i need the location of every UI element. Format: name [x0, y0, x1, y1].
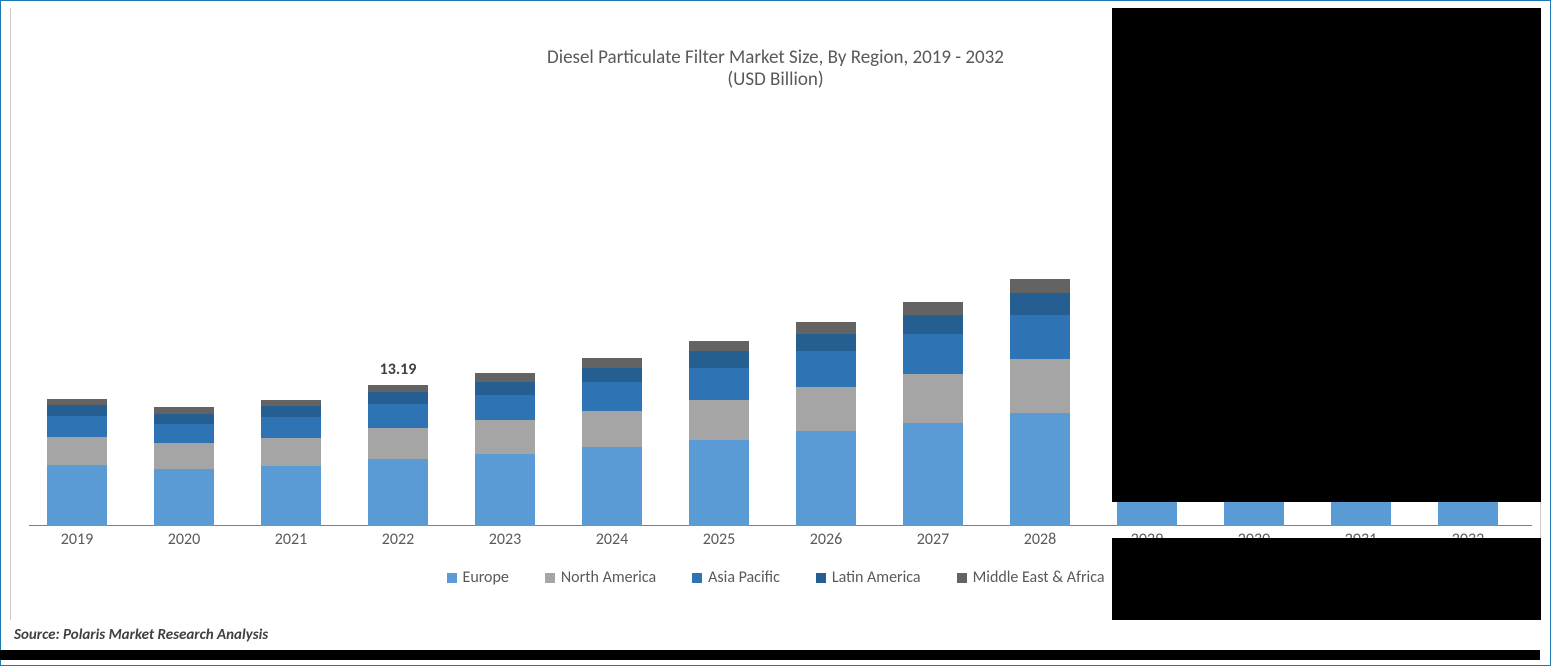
segment-north-america	[368, 428, 428, 459]
segment-north-america	[261, 438, 321, 466]
segment-middle-east-africa	[368, 385, 428, 393]
legend-item-asia-pacific: Asia Pacific	[692, 568, 780, 587]
segment-middle-east-africa	[47, 399, 107, 405]
x-axis-label: 2025	[689, 530, 749, 549]
segment-latin-america	[903, 315, 963, 334]
segment-latin-america	[47, 405, 107, 416]
legend-item-europe: Europe	[447, 568, 509, 587]
x-axis-label: 2027	[903, 530, 963, 549]
bottom-black-strip	[0, 650, 1540, 660]
black-overlay-1	[1112, 538, 1541, 620]
segment-north-america	[154, 443, 214, 469]
x-axis-label: 2019	[47, 530, 107, 549]
segment-middle-east-africa	[261, 400, 321, 406]
x-axis-label: 2021	[261, 530, 321, 549]
segment-asia-pacific	[796, 351, 856, 387]
segment-latin-america	[582, 368, 642, 382]
segment-north-america	[582, 411, 642, 448]
legend-swatch-icon	[957, 573, 967, 583]
legend-label: Asia Pacific	[708, 568, 780, 587]
segment-north-america	[689, 400, 749, 440]
x-axis-label: 2028	[1010, 530, 1070, 549]
segment-europe	[368, 459, 428, 526]
segment-middle-east-africa	[689, 341, 749, 352]
x-axis-label: 2022	[368, 530, 428, 549]
segment-europe	[47, 465, 107, 526]
segment-latin-america	[261, 406, 321, 417]
segment-asia-pacific	[154, 424, 214, 443]
segment-asia-pacific	[582, 382, 642, 411]
source-attribution: Source: Polaris Market Research Analysis	[14, 626, 268, 644]
segment-europe	[582, 447, 642, 526]
x-axis-label: 2023	[475, 530, 535, 549]
legend-label: North America	[561, 568, 656, 587]
segment-north-america	[903, 374, 963, 423]
segment-latin-america	[796, 334, 856, 351]
segment-europe	[796, 431, 856, 526]
legend-label: Middle East & Africa	[973, 568, 1105, 587]
legend-label: Europe	[463, 568, 509, 587]
segment-middle-east-africa	[1010, 279, 1070, 293]
legend-item-north-america: North America	[545, 568, 656, 587]
segment-middle-east-africa	[475, 373, 535, 382]
segment-middle-east-africa	[796, 322, 856, 334]
legend-item-middle-east-africa: Middle East & Africa	[957, 568, 1105, 587]
bar-data-label: 13.19	[368, 360, 428, 379]
segment-europe	[903, 423, 963, 526]
x-axis-label: 2026	[796, 530, 856, 549]
segment-asia-pacific	[903, 334, 963, 374]
segment-latin-america	[154, 414, 214, 424]
segment-europe	[689, 440, 749, 526]
segment-middle-east-africa	[903, 302, 963, 315]
legend-swatch-icon	[692, 573, 702, 583]
segment-north-america	[796, 387, 856, 431]
segment-latin-america	[368, 392, 428, 404]
chart-container: Diesel Particulate Filter Market Size, B…	[0, 0, 1551, 666]
segment-asia-pacific	[475, 395, 535, 421]
segment-asia-pacific	[368, 404, 428, 428]
black-overlay-0	[1112, 8, 1541, 502]
segment-asia-pacific	[47, 416, 107, 436]
segment-europe	[475, 454, 535, 526]
x-axis-label: 2024	[582, 530, 642, 549]
segment-europe	[154, 469, 214, 526]
segment-asia-pacific	[1010, 315, 1070, 359]
segment-north-america	[1010, 359, 1070, 413]
segment-latin-america	[1010, 293, 1070, 315]
segment-north-america	[47, 437, 107, 465]
legend-swatch-icon	[816, 573, 826, 583]
segment-latin-america	[689, 351, 749, 367]
segment-asia-pacific	[689, 368, 749, 400]
legend-label: Latin America	[832, 568, 921, 587]
x-axis-label: 2020	[154, 530, 214, 549]
segment-europe	[261, 466, 321, 526]
segment-europe	[1010, 413, 1070, 526]
segment-latin-america	[475, 382, 535, 395]
x-axis-line	[29, 525, 1532, 526]
segment-middle-east-africa	[154, 407, 214, 413]
legend-swatch-icon	[545, 573, 555, 583]
legend-item-latin-america: Latin America	[816, 568, 921, 587]
segment-asia-pacific	[261, 417, 321, 437]
legend-swatch-icon	[447, 573, 457, 583]
segment-north-america	[475, 420, 535, 453]
segment-middle-east-africa	[582, 358, 642, 368]
